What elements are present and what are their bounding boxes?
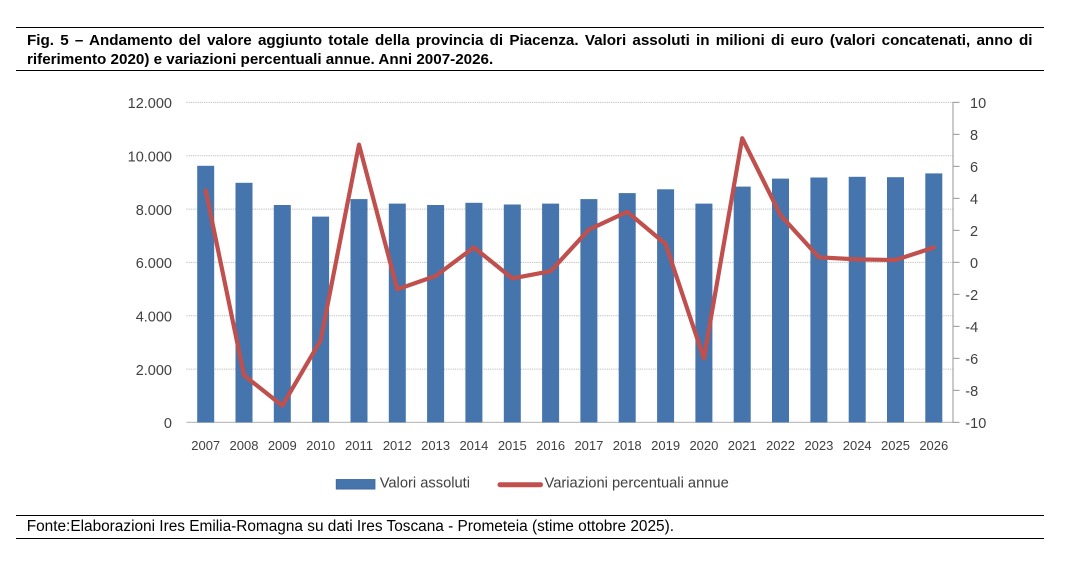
svg-text:2012: 2012	[383, 438, 412, 453]
svg-text:0: 0	[164, 416, 172, 432]
svg-text:4: 4	[970, 192, 978, 208]
svg-text:2025: 2025	[881, 438, 910, 453]
svg-text:6: 6	[970, 160, 978, 176]
svg-text:8: 8	[970, 128, 978, 144]
svg-text:2018: 2018	[613, 438, 642, 453]
svg-text:2015: 2015	[498, 438, 527, 453]
svg-text:2021: 2021	[728, 438, 757, 453]
svg-text:12.000: 12.000	[128, 96, 172, 112]
svg-text:0: 0	[970, 256, 978, 272]
svg-text:2019: 2019	[651, 438, 680, 453]
svg-text:4.000: 4.000	[136, 310, 172, 326]
svg-text:-8: -8	[965, 384, 978, 400]
svg-text:2.000: 2.000	[136, 363, 172, 379]
svg-text:Valori assoluti: Valori assoluti	[380, 476, 470, 492]
svg-text:2016: 2016	[536, 438, 565, 453]
svg-text:2013: 2013	[421, 438, 450, 453]
svg-text:Variazioni percentuali annue: Variazioni percentuali annue	[545, 476, 729, 492]
svg-text:2008: 2008	[230, 438, 259, 453]
svg-text:6.000: 6.000	[136, 256, 172, 272]
svg-text:2014: 2014	[459, 438, 488, 453]
svg-text:2017: 2017	[574, 438, 603, 453]
svg-text:2026: 2026	[919, 438, 948, 453]
svg-text:2011: 2011	[345, 438, 373, 453]
svg-text:-2: -2	[965, 288, 978, 304]
svg-text:2: 2	[970, 224, 978, 240]
svg-text:2024: 2024	[843, 438, 872, 453]
svg-text:2007: 2007	[191, 438, 220, 453]
svg-text:2020: 2020	[689, 438, 718, 453]
svg-text:-6: -6	[965, 352, 978, 368]
svg-text:10: 10	[970, 96, 986, 112]
svg-text:10.000: 10.000	[128, 150, 172, 166]
svg-text:2023: 2023	[804, 438, 833, 453]
svg-text:2022: 2022	[766, 438, 795, 453]
svg-text:2010: 2010	[306, 438, 335, 453]
svg-text:-4: -4	[965, 320, 978, 336]
svg-text:2009: 2009	[268, 438, 297, 453]
svg-text:8.000: 8.000	[136, 203, 172, 219]
svg-text:-10: -10	[965, 416, 986, 432]
